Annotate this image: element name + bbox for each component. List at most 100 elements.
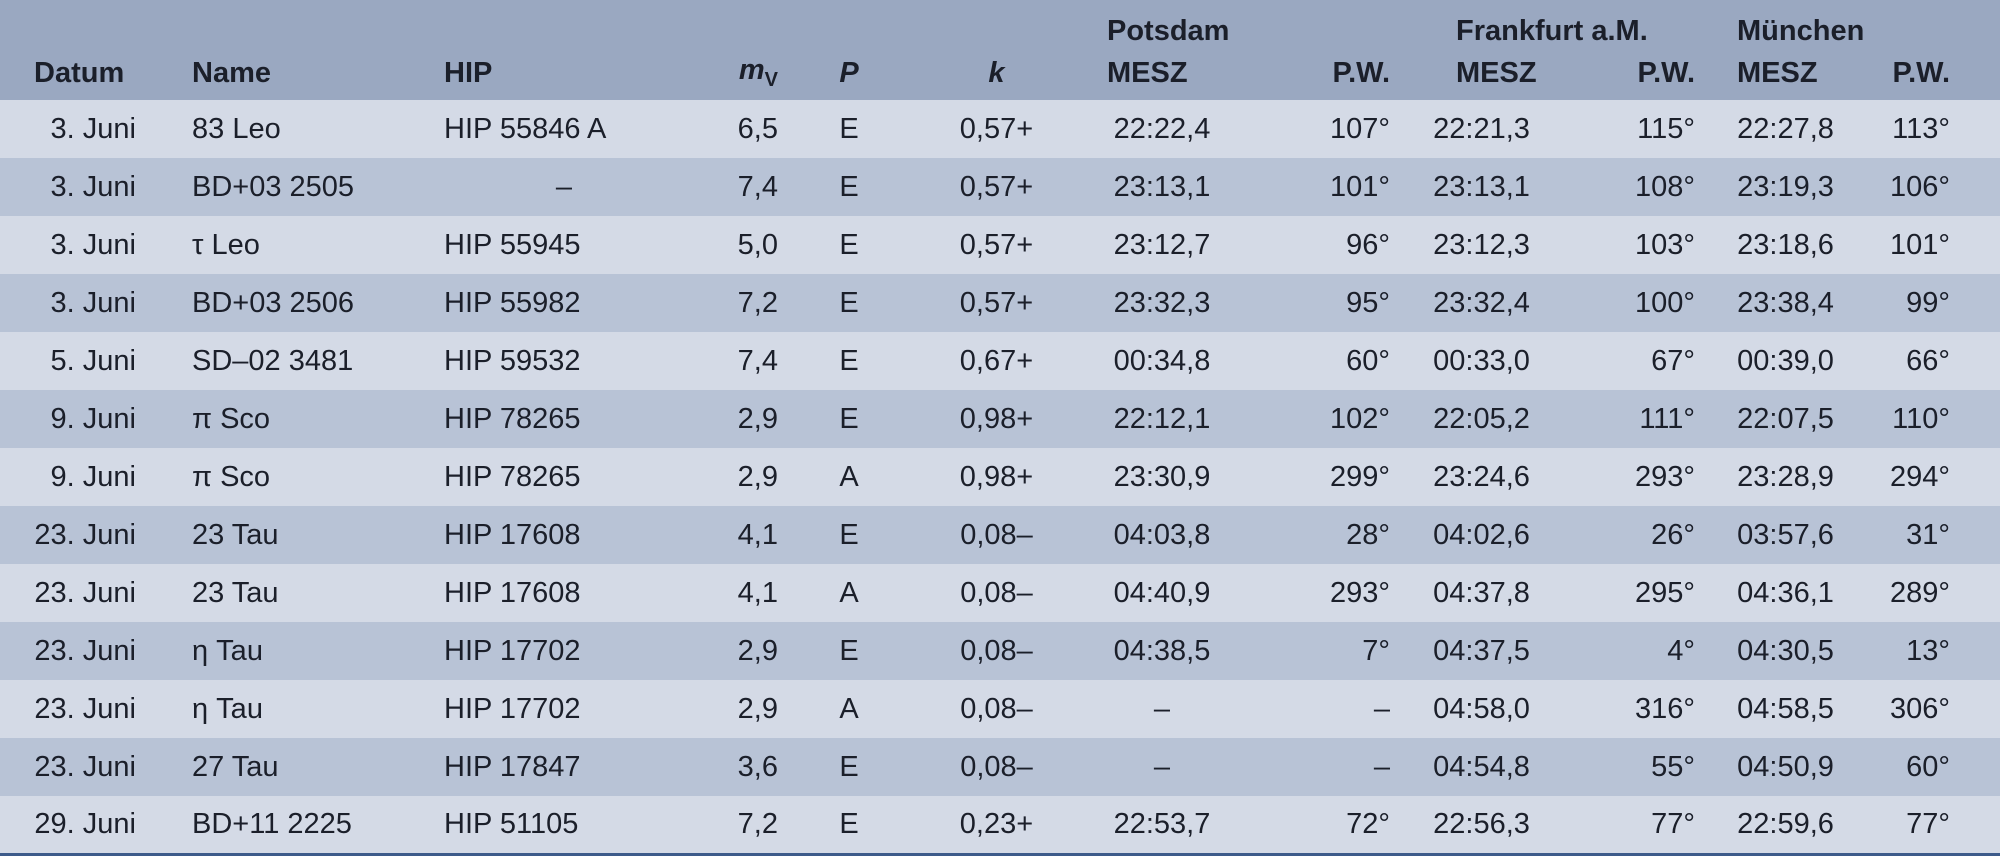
table-row: 9. Juni π Sco HIP 78265 2,9 A 0,98+ 23:30,9 299… — [0, 448, 2000, 506]
cell-phase: E — [839, 518, 859, 551]
cell-phase: E — [839, 286, 859, 319]
cell-potsdam-mesz: 22:12,1 — [1113, 402, 1211, 435]
cell-magnitude: 2,9 — [737, 634, 778, 667]
cell-magnitude: 6,5 — [737, 112, 778, 145]
table-body: 3. Juni 83 Leo HIP 55846 A 6,5 E 0,57+ 22:22,4… — [0, 100, 2000, 854]
cell-frankfurt-pw: 115° — [1637, 112, 1696, 145]
cell-muenchen-pw: 110° — [1892, 402, 1951, 435]
col-header-p: P — [839, 56, 859, 89]
cell-muenchen-mesz: 22:59,6 — [1737, 807, 1834, 840]
cell-k: 0,08– — [960, 692, 1033, 725]
col-header-datum: Datum — [34, 56, 125, 89]
cell-muenchen-mesz: 04:36,1 — [1737, 576, 1834, 609]
table-row: 23. Juni 27 Tau HIP 17847 3,6 E 0,08– – – 04:54,… — [0, 738, 2000, 796]
cell-muenchen-pw: 13° — [1906, 634, 1951, 667]
cell-frankfurt-mesz: 04:58,0 — [1433, 692, 1530, 725]
cell-potsdam-mesz: 23:13,1 — [1113, 170, 1211, 203]
cell-magnitude: 7,4 — [737, 344, 778, 377]
cell-frankfurt-pw: 293° — [1635, 460, 1696, 493]
cell-phase: A — [839, 692, 859, 725]
cell-muenchen-mesz: 23:28,9 — [1737, 460, 1834, 493]
cell-frankfurt-mesz: 04:37,5 — [1433, 634, 1530, 667]
cell-name: 23 Tau — [192, 576, 279, 609]
cell-frankfurt-mesz: 23:13,1 — [1433, 170, 1530, 203]
cell-hip: – — [555, 170, 573, 203]
cell-frankfurt-pw: 108° — [1635, 170, 1696, 203]
cell-potsdam-pw: 60° — [1346, 344, 1391, 377]
cell-k: 0,23+ — [959, 807, 1034, 840]
cell-k: 0,08– — [960, 750, 1033, 783]
cell-potsdam-mesz: 23:30,9 — [1113, 460, 1211, 493]
cell-phase: E — [839, 634, 859, 667]
table-row: 3. Juni 83 Leo HIP 55846 A 6,5 E 0,57+ 22:22,4… — [0, 100, 2000, 158]
cell-muenchen-mesz: 04:58,5 — [1737, 692, 1834, 725]
col-header-potsdam-pw: P.W. — [1332, 56, 1391, 89]
cell-potsdam-pw: 293° — [1330, 576, 1391, 609]
cell-frankfurt-pw: 295° — [1635, 576, 1696, 609]
cell-frankfurt-mesz: 23:12,3 — [1433, 228, 1530, 261]
cell-magnitude: 3,6 — [737, 750, 778, 783]
cell-k: 0,08– — [960, 518, 1033, 551]
cell-muenchen-mesz: 23:19,3 — [1737, 170, 1834, 203]
cell-datum: 3. Juni — [50, 286, 136, 319]
cell-datum: 23. Juni — [34, 750, 136, 783]
cell-potsdam-pw: 28° — [1346, 518, 1391, 551]
cell-muenchen-mesz: 03:57,6 — [1737, 518, 1834, 551]
cell-name: π Sco — [192, 402, 271, 435]
cell-datum: 3. Juni — [50, 228, 136, 261]
cell-frankfurt-mesz: 04:37,8 — [1433, 576, 1530, 609]
cell-datum: 3. Juni — [50, 170, 136, 203]
cell-phase: E — [839, 402, 859, 435]
cell-magnitude: 7,4 — [737, 170, 778, 203]
table-row: 23. Juni 23 Tau HIP 17608 4,1 E 0,08– 04:03,8 2… — [0, 506, 2000, 564]
cell-magnitude: 4,1 — [737, 576, 778, 609]
cell-frankfurt-pw: 55° — [1651, 750, 1696, 783]
cell-muenchen-pw: 306° — [1890, 692, 1951, 725]
cell-potsdam-pw: – — [1373, 692, 1391, 725]
cell-muenchen-mesz: 04:30,5 — [1737, 634, 1834, 667]
cell-name: BD+11 2225 — [192, 807, 352, 840]
cell-frankfurt-pw: 67° — [1651, 344, 1696, 377]
city-header-frankfurt: Frankfurt a.M. — [1456, 15, 1648, 47]
cell-potsdam-mesz: 22:22,4 — [1113, 112, 1211, 145]
cell-name: η Tau — [192, 634, 263, 667]
cell-datum: 9. Juni — [50, 460, 136, 493]
cell-frankfurt-pw: 77° — [1651, 807, 1696, 840]
cell-phase: A — [839, 576, 859, 609]
mv-symbol: m — [738, 54, 765, 87]
cell-datum: 9. Juni — [50, 402, 136, 435]
cell-potsdam-pw: 95° — [1346, 286, 1391, 319]
cell-hip: HIP 51105 — [444, 807, 579, 840]
cell-k: 0,98+ — [959, 402, 1034, 435]
cell-muenchen-pw: 77° — [1906, 807, 1951, 840]
cell-name: τ Leo — [192, 228, 260, 261]
col-header-hip: HIP — [444, 56, 493, 89]
cell-datum: 29. Juni — [34, 807, 136, 840]
table-row: 29. Juni BD+11 2225 HIP 51105 7,2 E 0,23+ 22:5… — [0, 796, 2000, 854]
cell-frankfurt-mesz: 22:05,2 — [1433, 402, 1530, 435]
table-row: 5. Juni SD–02 3481 HIP 59532 7,4 E 0,67+ 00:34… — [0, 332, 2000, 390]
cell-muenchen-pw: 66° — [1906, 344, 1951, 377]
cell-name: π Sco — [192, 460, 271, 493]
cell-frankfurt-mesz: 22:56,3 — [1433, 807, 1530, 840]
cell-hip: HIP 17702 — [444, 634, 581, 667]
cell-hip: HIP 55945 — [444, 228, 581, 261]
cell-hip: HIP 17608 — [444, 518, 581, 551]
cell-potsdam-mesz: 23:32,3 — [1113, 286, 1211, 319]
cell-hip: HIP 78265 — [444, 402, 581, 435]
cell-muenchen-pw: 289° — [1890, 576, 1951, 609]
cell-datum: 23. Juni — [34, 634, 136, 667]
cell-frankfurt-mesz: 23:32,4 — [1433, 286, 1530, 319]
cell-muenchen-pw: 31° — [1906, 518, 1951, 551]
cell-muenchen-mesz: 00:39,0 — [1737, 344, 1834, 377]
cell-frankfurt-pw: 26° — [1651, 518, 1696, 551]
cell-magnitude: 5,0 — [737, 228, 778, 261]
cell-phase: E — [839, 112, 859, 145]
cell-potsdam-mesz: 22:53,7 — [1113, 807, 1211, 840]
cell-hip: HIP 17847 — [444, 750, 581, 783]
cell-potsdam-mesz: 04:40,9 — [1113, 576, 1211, 609]
col-header-muenchen-pw: P.W. — [1892, 56, 1951, 89]
cell-hip: HIP 17702 — [444, 692, 581, 725]
header-row-cities: Potsdam Frankfurt a.M. München — [0, 0, 2000, 50]
